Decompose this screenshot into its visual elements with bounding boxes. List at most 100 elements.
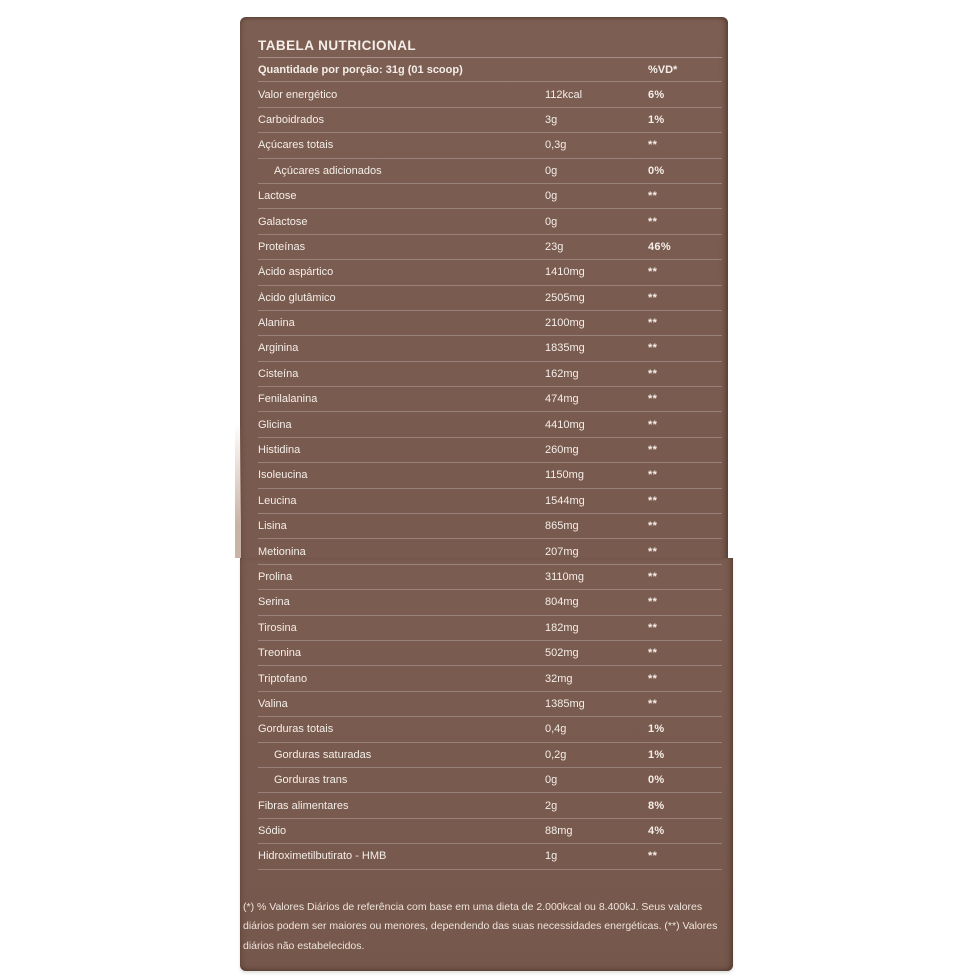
- nutrient-label: Fibras alimentares: [258, 799, 349, 812]
- nutrient-amount: 162mg: [545, 367, 579, 380]
- nutrient-amount: 1544mg: [545, 494, 585, 507]
- nutrient-amount: 0,3g: [545, 139, 567, 152]
- nutrient-label: Tirosina: [258, 621, 297, 634]
- table-row: Ácido aspártico 1410mg **: [258, 260, 722, 286]
- nutrient-label: Fenilalanina: [258, 393, 318, 406]
- nutrient-daily-value: **: [648, 647, 658, 660]
- nutrient-label: Gorduras saturadas: [274, 748, 372, 761]
- nutrient-label: Cisteína: [258, 367, 299, 380]
- nutrient-daily-value: 4%: [648, 824, 665, 837]
- nutrient-amount: 3110mg: [545, 571, 584, 583]
- table-row: Açúcares adicionados 0g 0%: [258, 159, 722, 184]
- nutrition-table: TABELA NUTRICIONAL Quantidade por porção…: [240, 17, 728, 956]
- package-back-panel-top: [240, 17, 728, 562]
- nutrient-daily-value: 1%: [648, 113, 665, 126]
- table-row: Lactose 0g **: [258, 184, 722, 210]
- nutrient-label: Gorduras totais: [258, 723, 334, 736]
- nutrient-daily-value: **: [648, 215, 658, 228]
- table-row: Carboidrados 3g 1%: [258, 108, 722, 134]
- nutrient-daily-value: 0%: [648, 164, 665, 177]
- nutrient-label: Isoleucina: [258, 469, 308, 482]
- nutrient-label: Açúcares adicionados: [274, 164, 382, 177]
- nutrient-amount: 1g: [545, 850, 558, 863]
- nutrient-daily-value: **: [648, 444, 658, 457]
- nutrient-label: Hidroximetilbutirato - HMB: [258, 850, 387, 863]
- nutrient-label: Açúcares totais: [258, 139, 334, 152]
- table-row: Hidroximetilbutirato - HMB 1g **: [258, 844, 722, 870]
- daily-value-header: %VD*: [648, 63, 678, 76]
- nutrient-amount: 1150mg: [545, 469, 584, 482]
- table-row: Histidina 260mg **: [258, 438, 722, 464]
- nutrient-daily-value: 6%: [648, 88, 665, 101]
- nutrient-amount: 474mg: [545, 393, 579, 406]
- nutrient-amount: 3g: [545, 113, 558, 126]
- nutrient-daily-value: **: [648, 571, 658, 583]
- nutrient-amount: 112kcal: [545, 88, 583, 101]
- table-row: Sódio 88mg 4%: [258, 819, 722, 845]
- nutrient-daily-value: **: [648, 621, 658, 634]
- nutrient-amount: 0g: [545, 774, 558, 787]
- table-row: Arginina 1835mg **: [258, 336, 722, 362]
- nutrient-daily-value: **: [648, 139, 658, 152]
- table-row: Metionina 207mg **: [258, 539, 722, 565]
- nutrient-daily-value: **: [648, 494, 658, 507]
- nutrient-amount: 0g: [545, 190, 558, 203]
- table-row: Triptofano 32mg **: [258, 666, 722, 692]
- nutrient-amount: 1410mg: [545, 266, 585, 279]
- nutrient-daily-value: **: [648, 418, 658, 431]
- table-row: Fibras alimentares 2g 8%: [258, 793, 722, 819]
- table-row: Lisina 865mg **: [258, 514, 722, 540]
- nutrient-daily-value: 8%: [648, 799, 665, 812]
- nutrient-amount: 2g: [545, 799, 558, 812]
- table-row: Proteínas 23g 46%: [258, 235, 722, 261]
- table-row: Fenilalanina 474mg **: [258, 387, 722, 413]
- nutrient-daily-value: **: [648, 190, 658, 203]
- table-row: Valor energético 112kcal 6%: [258, 82, 722, 108]
- nutrient-daily-value: 1%: [648, 748, 665, 761]
- nutrient-daily-value: **: [648, 342, 658, 355]
- nutrient-label: Sódio: [258, 824, 287, 837]
- table-header-row: Quantidade por porção: 31g (01 scoop) %V…: [258, 57, 722, 83]
- nutrient-amount: 0,4g: [545, 723, 567, 736]
- nutrient-label: Valor energético: [258, 88, 338, 101]
- nutrient-label: Leucina: [258, 494, 297, 507]
- nutrient-label: Ácido glutâmico: [258, 291, 336, 304]
- nutrient-amount: 260mg: [545, 444, 579, 457]
- nutrient-label: Lactose: [258, 190, 297, 203]
- nutrient-amount: 1835mg: [545, 342, 585, 355]
- table-row: Isoleucina 1150mg **: [258, 463, 722, 489]
- nutrient-amount: 182mg: [545, 621, 579, 634]
- nutrient-daily-value: **: [648, 469, 658, 482]
- nutrient-label: Ácido aspártico: [258, 266, 334, 279]
- nutrition-table-title: TABELA NUTRICIONAL: [258, 38, 417, 53]
- nutrient-daily-value: **: [648, 596, 658, 609]
- nutrient-daily-value: **: [648, 520, 658, 533]
- nutrient-daily-value: **: [648, 393, 658, 406]
- nutrient-daily-value: **: [648, 850, 658, 863]
- table-row: Serina 804mg **: [258, 590, 722, 616]
- nutrient-amount: 2505mg: [545, 291, 585, 304]
- nutrient-daily-value: **: [648, 672, 658, 685]
- nutrient-label: Gorduras trans: [274, 774, 348, 787]
- nutrient-daily-value: **: [648, 545, 658, 558]
- nutrient-daily-value: 1%: [648, 723, 665, 736]
- nutrient-label: Histidina: [258, 444, 301, 457]
- nutrient-label: Serina: [258, 596, 290, 609]
- table-row: Leucina 1544mg **: [258, 489, 722, 515]
- nutrient-label: Arginina: [258, 342, 299, 355]
- nutrient-amount: 502mg: [545, 647, 579, 660]
- nutrient-label: Lisina: [258, 520, 287, 533]
- table-row: Cisteína 162mg **: [258, 362, 722, 388]
- table-row: Alanina 2100mg **: [258, 311, 722, 337]
- nutrient-amount: 2100mg: [545, 317, 585, 330]
- nutrient-label: Valina: [258, 697, 288, 710]
- nutrient-label: Proteínas: [258, 240, 306, 253]
- serving-size-label: Quantidade por porção: 31g (01 scoop): [258, 63, 463, 76]
- table-row: Glicina 4410mg **: [258, 412, 722, 438]
- nutrient-amount: 0g: [545, 164, 558, 177]
- table-row: Gorduras saturadas 0,2g 1%: [258, 743, 722, 768]
- nutrient-daily-value: 0%: [648, 774, 665, 787]
- nutrient-amount: 865mg: [545, 520, 579, 533]
- table-row: Açúcares totais 0,3g **: [258, 133, 722, 159]
- nutrient-amount: 4410mg: [545, 418, 585, 431]
